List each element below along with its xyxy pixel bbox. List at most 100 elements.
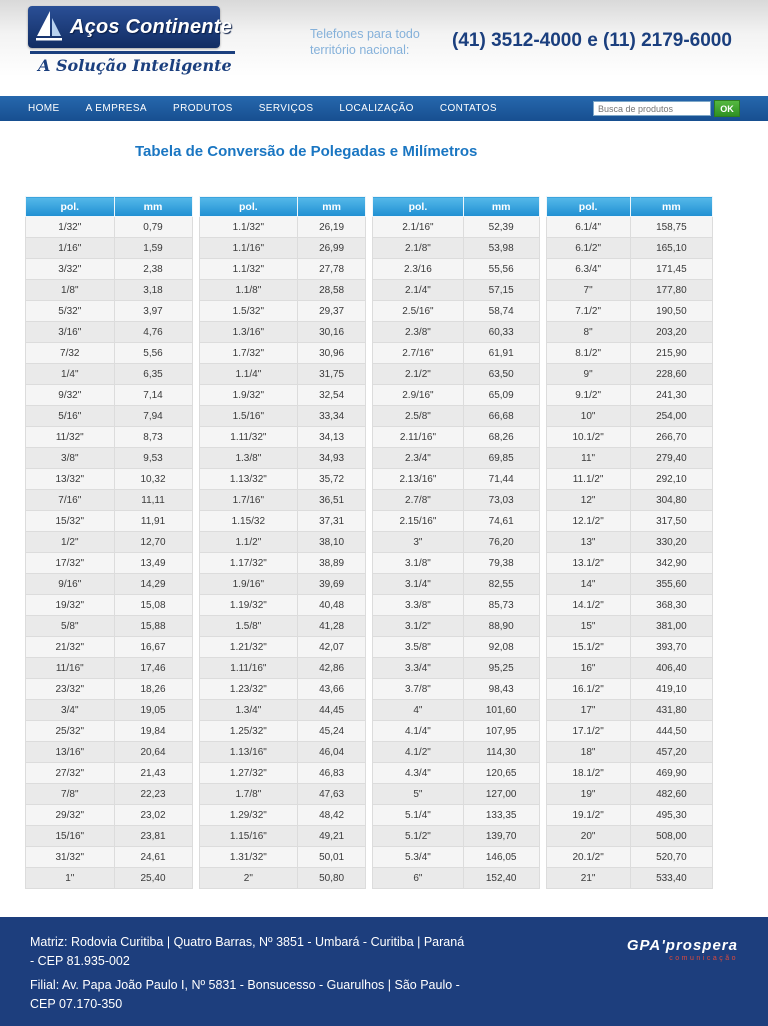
mm-cell: 23,81: [113, 825, 193, 847]
col-header-pol: pol.: [25, 196, 115, 217]
mm-cell: 133,35: [462, 804, 540, 826]
nav-item-servicos[interactable]: SERVIÇOS: [258, 103, 314, 114]
pol-cell: 1.7/8": [198, 783, 299, 805]
table-row: 13/16" 20,64: [25, 741, 193, 763]
table-row: 1.29/32" 48,42: [198, 804, 366, 826]
mm-cell: 520,70: [629, 846, 714, 868]
mm-cell: 10,32: [113, 468, 193, 490]
table-row: 1.3/4" 44,45: [198, 699, 366, 721]
table-row: 1.15/16" 49,21: [198, 825, 366, 847]
mm-cell: 24,61: [113, 846, 193, 868]
mm-cell: 68,26: [462, 426, 540, 448]
nav-item-produtos[interactable]: PRODUTOS: [173, 103, 233, 114]
mm-cell: 6,35: [113, 363, 193, 385]
table-row: 10" 254,00: [545, 405, 714, 427]
mm-cell: 317,50: [629, 510, 714, 532]
pol-cell: 11/16": [25, 657, 115, 679]
mm-cell: 69,85: [462, 447, 540, 469]
mm-cell: 292,10: [629, 468, 714, 490]
nav-item-contatos[interactable]: CONTATOS: [439, 103, 497, 114]
mm-cell: 444,50: [629, 720, 714, 742]
table-row: 7" 177,80: [545, 279, 714, 301]
table-row: 3" 76,20: [372, 531, 540, 553]
table-row: 12" 304,80: [545, 489, 714, 511]
table-row: 3/16" 4,76: [25, 321, 193, 343]
table-row: 23/32" 18,26: [25, 678, 193, 700]
mm-cell: 38,10: [297, 531, 366, 553]
table-row: 17.1/2" 444,50: [545, 720, 714, 742]
mm-cell: 46,04: [297, 741, 366, 763]
pol-cell: 2.3/4": [372, 447, 464, 469]
sailboat-icon: [34, 8, 64, 47]
mm-cell: 508,00: [629, 825, 714, 847]
pol-cell: 3/16": [25, 321, 115, 343]
search-input[interactable]: [593, 101, 711, 116]
pol-cell: 13.1/2": [545, 552, 631, 574]
mm-cell: 53,98: [462, 237, 540, 259]
mm-cell: 146,05: [462, 846, 540, 868]
mm-cell: 190,50: [629, 300, 714, 322]
table-row: 2.11/16" 68,26: [372, 426, 540, 448]
nav-item-localizacao[interactable]: LOCALIZAÇÃO: [339, 103, 414, 114]
search-ok-button[interactable]: OK: [714, 100, 740, 117]
pol-cell: 20": [545, 825, 631, 847]
mm-cell: 177,80: [629, 279, 714, 301]
table-row: 2.5/8" 66,68: [372, 405, 540, 427]
table-row: 16.1/2" 419,10: [545, 678, 714, 700]
conversion-table: pol. mm 2.1/16" 52,39 2.1/8" 53,98 2.3/16 55,…: [372, 196, 540, 889]
pol-cell: 2.9/16": [372, 384, 464, 406]
table-row: 3/4" 19,05: [25, 699, 193, 721]
table-row: 1.5/32" 29,37: [198, 300, 366, 322]
mm-cell: 39,69: [297, 573, 366, 595]
col-header-mm: mm: [629, 196, 714, 217]
table-row: 14" 355,60: [545, 573, 714, 595]
mm-cell: 98,43: [462, 678, 540, 700]
mm-cell: 42,86: [297, 657, 366, 679]
pol-cell: 19.1/2": [545, 804, 631, 826]
table-row: 2.1/2" 63,50: [372, 363, 540, 385]
pol-cell: 3.5/8": [372, 636, 464, 658]
table-row: 1.27/32" 46,83: [198, 762, 366, 784]
mm-cell: 254,00: [629, 405, 714, 427]
mm-cell: 7,14: [113, 384, 193, 406]
pol-cell: 9.1/2": [545, 384, 631, 406]
pol-cell: 19": [545, 783, 631, 805]
logo[interactable]: Aços Continente A Solução Inteligente: [28, 6, 278, 75]
conversion-table: pol. mm 1.1/32" 26,19 1.1/16" 26,99 1.1/32" 2…: [198, 196, 367, 889]
conversion-table: pol. mm 1/32" 0,79 1/16" 1,59 3/32" 2,38 1/8" 3…: [25, 196, 193, 889]
mm-cell: 419,10: [629, 678, 714, 700]
mm-cell: 11,11: [113, 489, 193, 511]
mm-cell: 25,40: [113, 867, 193, 889]
table-row: 7/8" 22,23: [25, 783, 193, 805]
mm-cell: 165,10: [629, 237, 714, 259]
col-header-mm: mm: [113, 196, 193, 217]
pol-cell: 6.1/4": [545, 216, 631, 238]
pol-cell: 3.1/8": [372, 552, 464, 574]
mm-cell: 58,74: [462, 300, 540, 322]
mm-cell: 57,15: [462, 279, 540, 301]
pol-cell: 2.13/16": [372, 468, 464, 490]
mm-cell: 35,72: [297, 468, 366, 490]
mm-cell: 31,75: [297, 363, 366, 385]
table-row: 1/32" 0,79: [25, 216, 193, 238]
pol-cell: 1.1/4": [198, 363, 299, 385]
pol-cell: 2.1/16": [372, 216, 464, 238]
pol-cell: 5.1/2": [372, 825, 464, 847]
table-row: 1.3/8" 34,93: [198, 447, 366, 469]
mm-cell: 152,40: [462, 867, 540, 889]
nav-item-home[interactable]: HOME: [28, 103, 60, 114]
mm-cell: 107,95: [462, 720, 540, 742]
table-row: 9/32" 7,14: [25, 384, 193, 406]
mm-cell: 49,21: [297, 825, 366, 847]
site-footer: Matriz: Rodovia Curitiba | Quatro Barras…: [0, 917, 768, 1026]
table-row: 5/16" 7,94: [25, 405, 193, 427]
pol-cell: 1.19/32": [198, 594, 299, 616]
logo-underline: [30, 51, 235, 54]
mm-cell: 61,91: [462, 342, 540, 364]
nav-item-a-empresa[interactable]: A EMPRESA: [85, 103, 148, 114]
phone-numbers: (41) 3512-4000 e (11) 2179-6000: [452, 30, 732, 51]
mm-cell: 26,19: [297, 216, 366, 238]
pol-cell: 6.3/4": [545, 258, 631, 280]
table-row: 4" 101,60: [372, 699, 540, 721]
table-row: 15/16" 23,81: [25, 825, 193, 847]
